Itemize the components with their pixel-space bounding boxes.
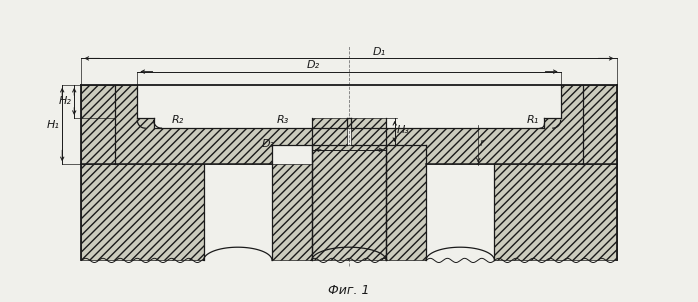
Polygon shape: [312, 128, 347, 145]
Text: R₂: R₂: [172, 115, 184, 125]
Text: r: r: [480, 138, 484, 148]
Polygon shape: [312, 145, 386, 260]
Polygon shape: [347, 118, 351, 128]
Polygon shape: [351, 128, 386, 145]
Text: H₃: H₃: [397, 125, 410, 135]
Text: H₂: H₂: [59, 96, 72, 106]
Polygon shape: [494, 164, 616, 260]
Text: D₂: D₂: [306, 60, 320, 70]
Polygon shape: [584, 85, 616, 164]
Text: R₁: R₁: [526, 115, 538, 125]
Text: H₁: H₁: [47, 120, 60, 130]
Text: D₃: D₃: [261, 139, 274, 149]
Polygon shape: [386, 145, 426, 260]
Polygon shape: [351, 85, 584, 164]
Polygon shape: [82, 164, 204, 260]
Text: R₃: R₃: [276, 115, 289, 125]
Text: D₁: D₁: [373, 47, 385, 56]
Text: Фиг. 1: Фиг. 1: [328, 284, 370, 297]
Polygon shape: [272, 145, 312, 260]
Polygon shape: [82, 85, 114, 164]
Polygon shape: [114, 85, 347, 164]
